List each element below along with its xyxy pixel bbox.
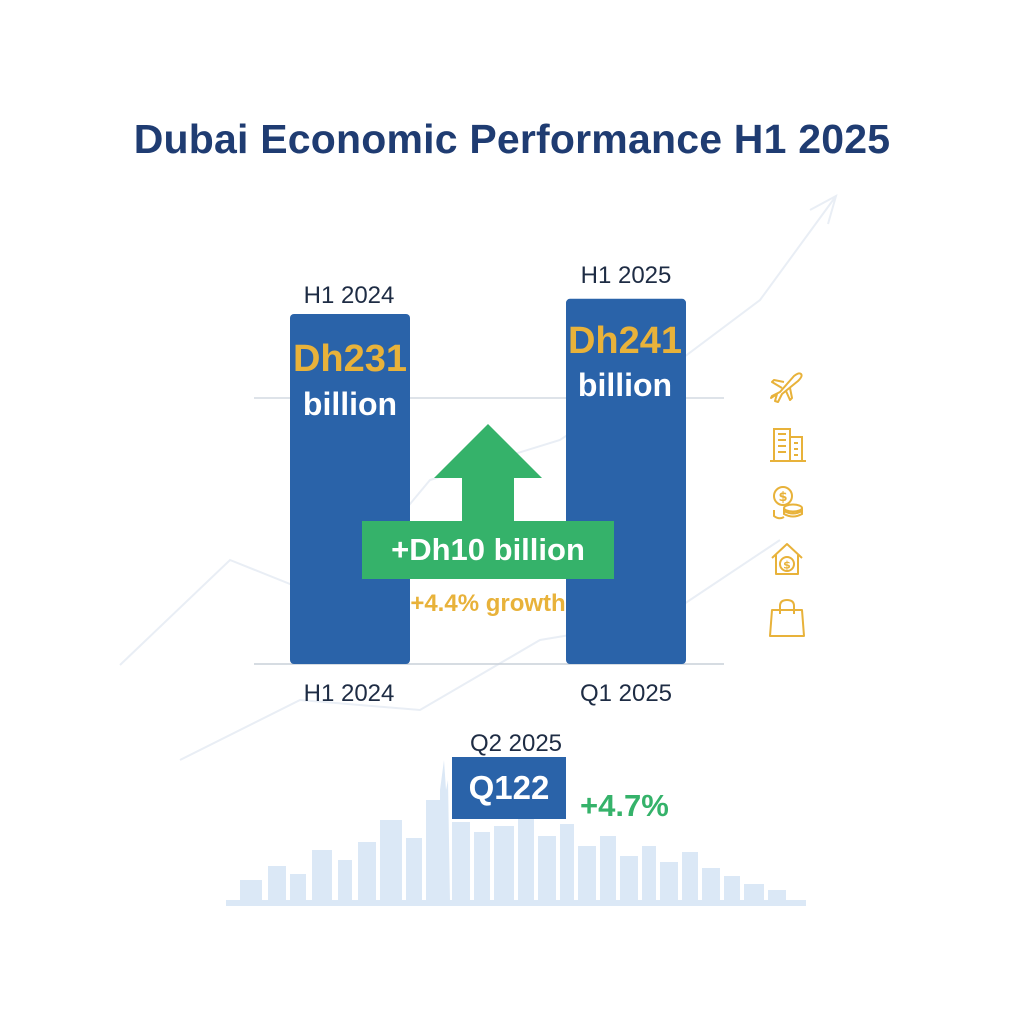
bar-unit-label-h1-2025: billion [577, 367, 673, 403]
growth-percent-label: +4.4% growth [410, 590, 566, 617]
top-label-h1-2024: H1 2024 [303, 282, 395, 309]
delta-badge: +Dh10 billion [362, 521, 614, 579]
bar-unit-label-h1-2024: billion [302, 386, 398, 422]
page-title: Dubai Economic Performance H1 2025 [133, 116, 891, 162]
bar-value-label-h1-2025: Dh241 [567, 320, 683, 362]
growth-arrow-icon [434, 424, 542, 524]
airplane-icon [770, 372, 803, 403]
city-skyline [226, 760, 806, 906]
q2-growth-label: +4.7% [580, 788, 669, 823]
svg-text:$: $ [778, 490, 787, 505]
top-label-h1-2025: H1 2025 [580, 262, 672, 289]
coins-icon: $ [773, 486, 803, 520]
bottom-label-q1-2025: Q1 2025 [579, 680, 673, 707]
bar-value-label-h1-2024: Dh231 [292, 338, 408, 380]
q2-value-badge: Q122 [452, 757, 566, 819]
building-icon [770, 428, 806, 462]
svg-text:$: $ [783, 559, 791, 572]
house-dollar-icon: $ [771, 543, 803, 575]
q2-label: Q2 2025 [469, 730, 563, 757]
bottom-label-h1-2024: H1 2024 [303, 680, 395, 707]
shopping-bag-icon [769, 599, 805, 637]
